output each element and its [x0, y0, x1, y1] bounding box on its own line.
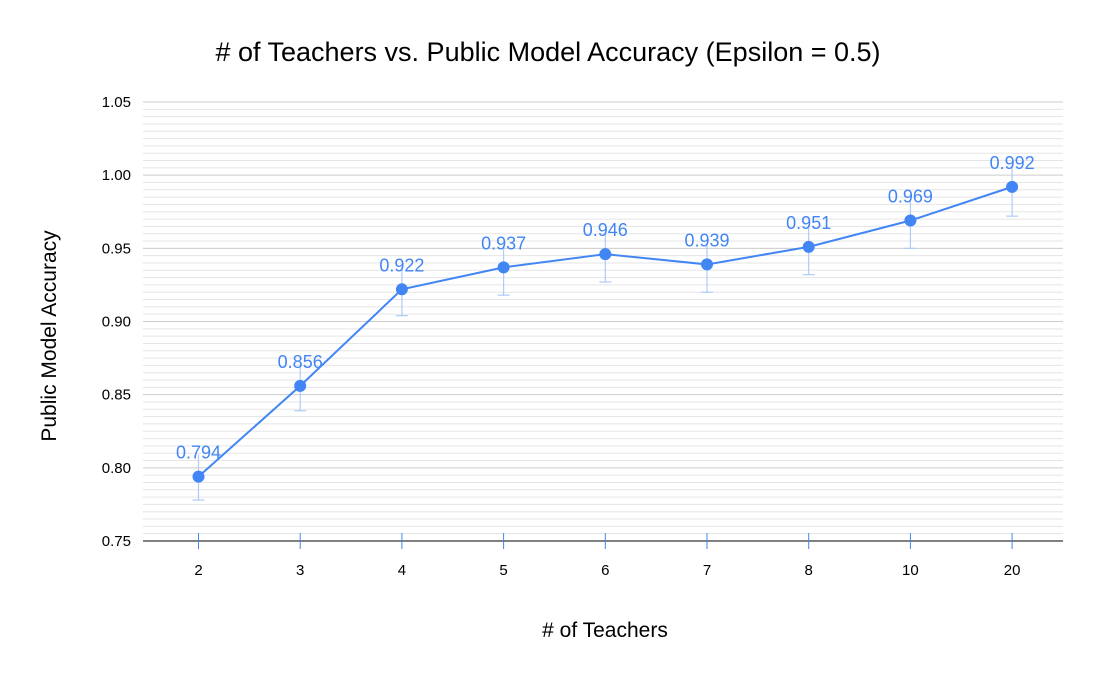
- data-point: [904, 214, 917, 227]
- x-tick-label: 10: [902, 562, 919, 579]
- data-point: [802, 240, 815, 253]
- x-tick-label: 8: [805, 562, 813, 579]
- data-label: 0.992: [990, 153, 1035, 173]
- data-label: 0.946: [583, 220, 628, 240]
- data-label: 0.794: [176, 443, 221, 463]
- x-axis-ticks: 2 3 4 5 6 7 8 10 20: [194, 533, 1020, 579]
- gridlines: [143, 101, 1063, 535]
- y-tick-label: 0.85: [102, 387, 131, 404]
- data-label: 0.937: [481, 233, 526, 253]
- data-point: [294, 379, 307, 392]
- data-label: 0.951: [786, 213, 831, 233]
- y-axis-title: Public Model Accuracy: [38, 230, 61, 442]
- y-tick-label: 1.00: [102, 167, 131, 184]
- y-tick-label: 0.95: [102, 240, 131, 257]
- x-tick-label: 4: [398, 562, 406, 579]
- data-point: [192, 470, 205, 483]
- y-tick-label: 0.90: [102, 314, 131, 331]
- data-labels: 0.794 0.856 0.922 0.937 0.946 0.939 0.951 0.969…: [176, 153, 1035, 463]
- series-line-group: [192, 180, 1019, 483]
- x-tick-label: 2: [194, 562, 202, 579]
- error-bars: [192, 164, 1019, 501]
- data-point: [1006, 180, 1019, 193]
- data-label: 0.856: [278, 352, 323, 372]
- data-label: 0.969: [888, 187, 933, 207]
- x-axis-title: # of Teachers: [542, 619, 668, 642]
- chart-title: # of Teachers vs. Public Model Accuracy …: [215, 37, 880, 67]
- y-tick-label: 0.75: [102, 533, 131, 550]
- x-tick-label: 3: [296, 562, 304, 579]
- y-tick-label: 0.80: [102, 460, 131, 477]
- data-point: [599, 248, 612, 261]
- x-tick-label: 6: [601, 562, 609, 579]
- data-label: 0.939: [684, 230, 729, 250]
- y-axis-tick-labels: 0.75 0.80 0.85 0.90 0.95 1.00 1.05: [102, 94, 131, 550]
- data-point: [395, 283, 408, 296]
- x-tick-label: 7: [703, 562, 711, 579]
- x-tick-label: 5: [499, 562, 507, 579]
- data-point: [497, 261, 510, 274]
- data-label: 0.922: [379, 255, 424, 275]
- y-tick-label: 1.05: [102, 94, 131, 111]
- x-tick-label: 20: [1004, 562, 1021, 579]
- data-point: [701, 258, 713, 271]
